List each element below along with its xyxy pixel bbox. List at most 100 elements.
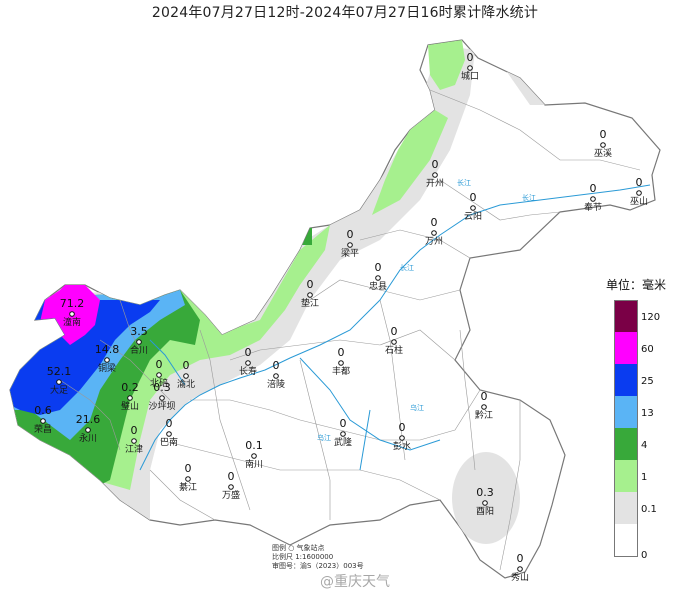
legend-swatch — [614, 300, 638, 333]
station-marker-icon — [431, 230, 437, 236]
station-value: 0 — [166, 417, 173, 430]
station-marker-icon — [590, 196, 596, 202]
note-scale: 比例尺 1:1600000 — [272, 553, 334, 561]
station-marker-icon — [228, 484, 234, 490]
station-name: 北碚 — [150, 377, 168, 389]
station-14: 0 北碚 — [150, 358, 168, 389]
station-marker-icon — [481, 404, 487, 410]
station-marker-icon — [69, 311, 75, 317]
station-name: 巴南 — [160, 436, 178, 448]
station-marker-icon — [470, 205, 476, 211]
station-value: 52.1 — [47, 365, 72, 378]
station-name: 潼南 — [63, 316, 81, 328]
station-20: 0.2 璧山 — [121, 381, 139, 412]
station-value: 0 — [399, 421, 406, 434]
station-value: 0 — [347, 228, 354, 241]
legend-tick-label: 1 — [641, 472, 648, 483]
station-name: 巫溪 — [594, 147, 612, 159]
legend-swatch — [614, 364, 638, 396]
station-name: 黔江 — [475, 409, 493, 421]
station-value: 0 — [183, 359, 190, 372]
station-value: 0 — [338, 346, 345, 359]
station-marker-icon — [467, 65, 473, 71]
legend-title: 单位：毫米 — [606, 278, 667, 292]
district-boundaries — [59, 89, 641, 571]
station-27: 0 綦江 — [179, 462, 197, 493]
station-name: 丰都 — [332, 365, 350, 377]
station-12: 3.5 合川 — [130, 325, 148, 356]
legend-tick-label: 13 — [641, 408, 654, 419]
station-name: 垫江 — [301, 297, 319, 309]
station-name: 南川 — [245, 458, 263, 470]
station-0: 0 城口 — [461, 51, 479, 82]
station-marker-icon — [104, 357, 110, 363]
station-marker-icon — [391, 339, 397, 345]
station-name: 长寿 — [239, 365, 257, 377]
band-1b — [372, 110, 448, 215]
station-value: 0.3 — [476, 486, 494, 499]
station-marker-icon — [636, 190, 642, 196]
station-value: 0.3 — [153, 381, 171, 394]
station-name: 綦江 — [179, 481, 197, 493]
station-marker-icon — [517, 566, 523, 572]
station-15: 0 渝北 — [177, 359, 195, 390]
legend-tick-label: 120 — [641, 312, 661, 323]
station-name: 沙坪坝 — [148, 401, 175, 412]
station-name: 奉节 — [584, 201, 602, 213]
legend-swatch — [614, 460, 638, 492]
legend-swatch — [614, 332, 638, 364]
map-title: 2024年07月27日12时-2024年07月27日16时累计降水统计 — [151, 5, 539, 21]
station-marker-icon — [375, 275, 381, 281]
station-31: 0 黔江 — [475, 390, 493, 421]
station-value: 0 — [470, 191, 477, 204]
station-name: 万盛 — [222, 489, 240, 501]
station-marker-icon — [399, 435, 405, 441]
svg-text:乌江: 乌江 — [410, 403, 424, 412]
station-marker-icon — [56, 379, 62, 385]
station-marker-icon — [432, 172, 438, 178]
station-name: 大足 — [50, 384, 68, 396]
station-value: 0 — [375, 261, 382, 274]
watermark: @重庆天气 — [320, 574, 390, 590]
station-30: 0 彭水 — [393, 421, 411, 452]
station-19: 52.1 大足 — [47, 365, 72, 396]
station-value: 0 — [245, 346, 252, 359]
station-value: 0.6 — [34, 404, 52, 417]
station-4: 0 奉节 — [584, 182, 602, 213]
station-25: 0 江津 — [125, 424, 143, 455]
band-1 — [428, 40, 465, 90]
station-marker-icon — [600, 142, 606, 148]
station-value: 14.8 — [95, 343, 120, 356]
station-9: 0 忠县 — [369, 261, 387, 292]
station-marker-icon — [40, 418, 46, 424]
station-13: 14.8 铜梁 — [95, 343, 120, 374]
station-value: 3.5 — [130, 325, 148, 338]
station-value: 0 — [467, 51, 474, 64]
legend-tick-label: 4 — [641, 440, 648, 451]
station-2: 0 开州 — [426, 158, 444, 189]
station-value: 0 — [273, 359, 280, 372]
station-name: 江津 — [125, 444, 143, 455]
legend-swatch — [614, 428, 638, 460]
station-marker-icon — [166, 431, 172, 437]
station-name: 梁平 — [341, 247, 359, 259]
map-notes: 图例 ○ 气象站点 比例尺 1:1600000 审图号：渝S（2023）003号 — [272, 544, 364, 571]
station-name: 铜梁 — [98, 362, 116, 374]
station-marker-icon — [156, 372, 162, 378]
station-value: 0 — [185, 462, 192, 475]
station-value: 0 — [432, 158, 439, 171]
station-marker-icon — [340, 431, 346, 437]
station-value: 0.2 — [121, 381, 139, 394]
station-marker-icon — [85, 427, 91, 433]
station-32: 0.3 酉阳 — [476, 486, 494, 517]
station-name: 城口 — [461, 71, 479, 82]
station-marker-icon — [307, 292, 313, 298]
station-name: 开州 — [426, 178, 444, 189]
legend-tick-label: 0.1 — [641, 504, 657, 515]
station-5: 0 云阳 — [464, 191, 482, 222]
station-marker-icon — [183, 373, 189, 379]
river-labels: 长江 长江 长江 乌江 乌江 — [317, 178, 536, 442]
station-21: 0.3 沙坪坝 — [148, 381, 175, 412]
station-value: 0 — [131, 424, 138, 437]
